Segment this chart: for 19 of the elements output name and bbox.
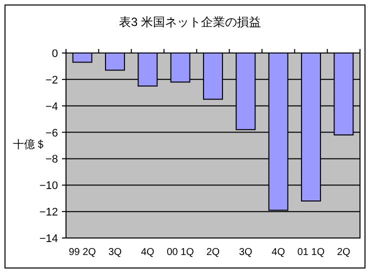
y-tick-label: −4: [45, 100, 58, 113]
y-tick-label: −10: [39, 180, 58, 192]
y-tick-label: −14: [39, 233, 58, 245]
x-tick-label: 4Q: [140, 247, 155, 258]
x-tick-label: 4Q: [272, 247, 286, 258]
x-tick-label: 2Q: [206, 247, 220, 258]
x-tick-label: 99 2Q: [68, 247, 96, 258]
y-tick-label: −8: [45, 154, 58, 166]
x-tick-label: 3Q: [108, 247, 122, 258]
x-tick-label: 3Q: [238, 247, 253, 258]
x-tick-label: 00 1Q: [166, 247, 194, 258]
y-axis-title: 十億＄: [13, 138, 46, 151]
y-tick-label: 0: [52, 48, 58, 60]
chart-title: 表3 米国ネット企業の損益: [118, 15, 262, 29]
y-tick-label: −2: [45, 74, 58, 86]
y-tick-label: −6: [45, 127, 58, 140]
x-tick-label: 01 1Q: [297, 247, 325, 258]
y-tick-label: −12: [39, 206, 58, 219]
x-tick-label: 2Q: [336, 247, 351, 258]
